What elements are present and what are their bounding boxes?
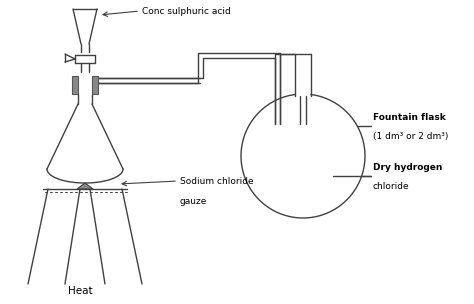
Text: chloride: chloride: [373, 182, 410, 191]
Text: Dry hydrogen: Dry hydrogen: [373, 163, 442, 172]
Polygon shape: [77, 183, 93, 189]
Text: Conc sulphuric acid: Conc sulphuric acid: [142, 6, 231, 16]
Text: gauze: gauze: [180, 196, 207, 206]
Polygon shape: [72, 76, 78, 94]
Polygon shape: [92, 76, 98, 94]
Text: Fountain flask: Fountain flask: [373, 113, 446, 122]
Text: (1 dm³ or 2 dm³): (1 dm³ or 2 dm³): [373, 132, 448, 141]
Text: Heat: Heat: [68, 286, 92, 296]
Text: Sodium chloride: Sodium chloride: [180, 177, 254, 185]
